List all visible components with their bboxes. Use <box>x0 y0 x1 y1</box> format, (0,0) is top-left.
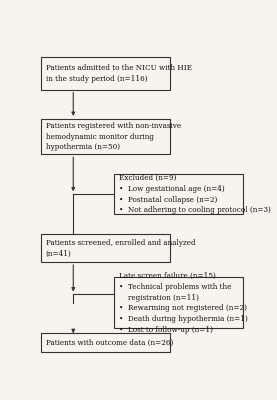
FancyBboxPatch shape <box>41 234 170 262</box>
Text: Patients screened, enrolled and analyzed
(n=41): Patients screened, enrolled and analyzed… <box>46 239 195 258</box>
FancyBboxPatch shape <box>114 174 243 214</box>
Text: Patients with outcome data (n=26): Patients with outcome data (n=26) <box>46 339 173 347</box>
FancyBboxPatch shape <box>114 278 243 328</box>
Text: Patients registered with non-invasive
hemodynamic monitor during
hypothermia (n=: Patients registered with non-invasive he… <box>46 122 181 151</box>
Text: Late screen failure (n=15)
•  Technical problems with the
    registration (n=11: Late screen failure (n=15) • Technical p… <box>119 272 248 334</box>
Text: Patients admitted to the NICU with HIE
in the study period (n=116): Patients admitted to the NICU with HIE i… <box>46 64 192 83</box>
FancyBboxPatch shape <box>41 333 170 352</box>
FancyBboxPatch shape <box>41 119 170 154</box>
FancyBboxPatch shape <box>41 57 170 90</box>
Text: Excluded (n=9)
•  Low gestational age (n=4)
•  Postnatal collapse (n=2)
•  Not a: Excluded (n=9) • Low gestational age (n=… <box>119 174 271 214</box>
